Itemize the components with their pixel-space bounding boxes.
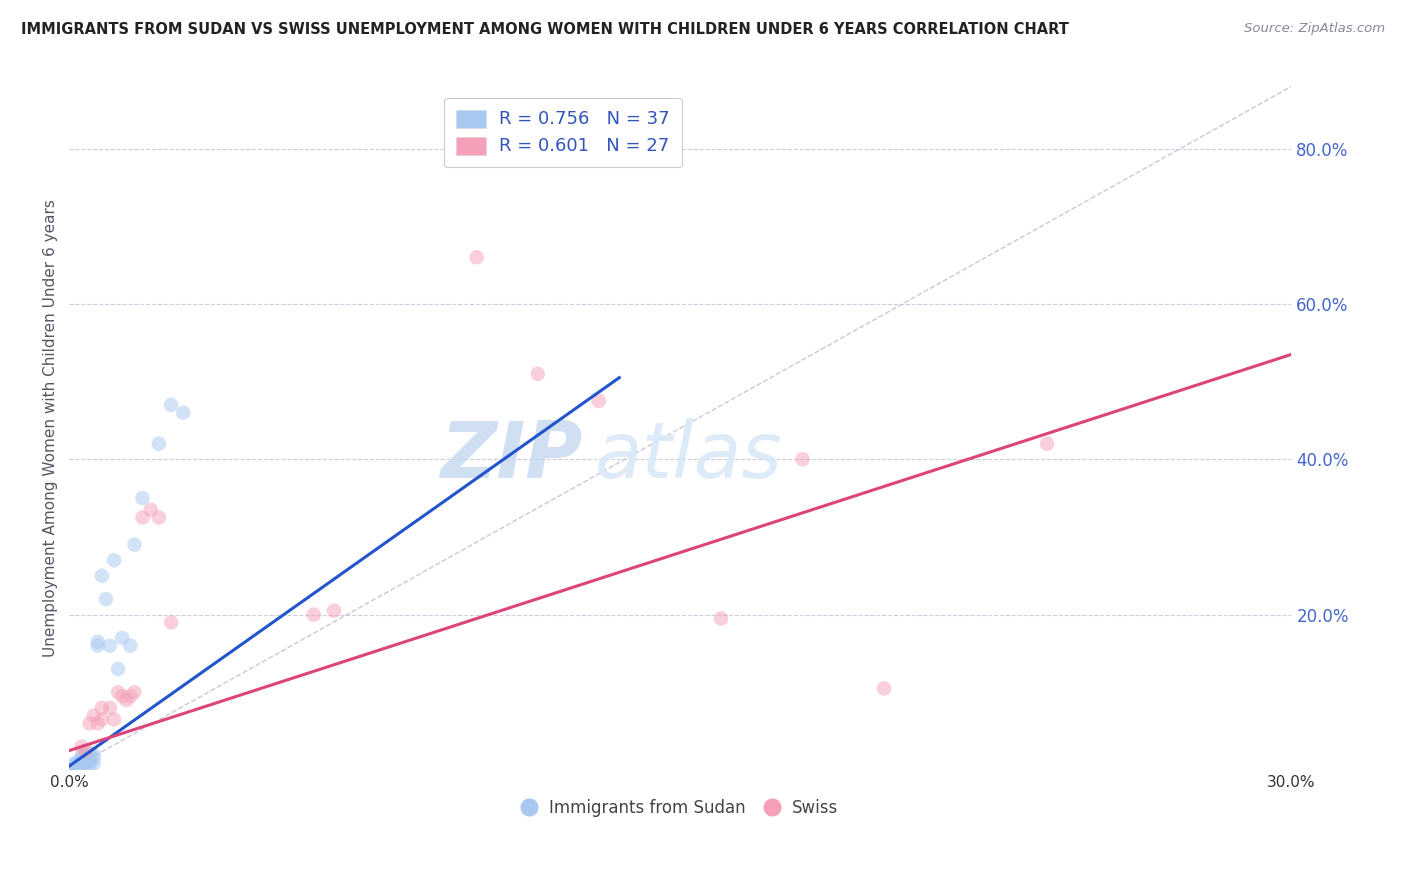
Point [873, 681, 896, 696]
Point [79, 754, 101, 768]
Point [103, 553, 125, 567]
Point [98, 639, 121, 653]
Legend: Immigrants from Sudan, Swiss: Immigrants from Sudan, Swiss [516, 792, 845, 823]
Point [302, 607, 325, 622]
Point [83, 751, 105, 765]
Point [120, 689, 142, 703]
Text: ZIP: ZIP [440, 417, 582, 493]
Point [75, 761, 97, 775]
Point [62, 756, 84, 771]
Point [75, 747, 97, 762]
Point [94, 592, 117, 607]
Point [62, 759, 84, 773]
Text: Source: ZipAtlas.com: Source: ZipAtlas.com [1244, 22, 1385, 36]
Point [103, 713, 125, 727]
Point [66, 758, 89, 772]
Point [148, 436, 170, 450]
Point [87, 635, 110, 649]
Point [66, 761, 89, 775]
Point [124, 538, 146, 552]
Point [131, 491, 153, 505]
Point [90, 568, 112, 582]
Point [75, 756, 97, 770]
Point [124, 685, 146, 699]
Point [107, 662, 129, 676]
Point [70, 756, 93, 771]
Point [323, 604, 346, 618]
Point [115, 693, 138, 707]
Point [160, 615, 183, 630]
Point [710, 611, 733, 625]
Point [1036, 436, 1059, 450]
Point [111, 631, 134, 645]
Point [66, 761, 89, 775]
Point [79, 751, 101, 765]
Point [75, 743, 97, 757]
Point [79, 759, 101, 773]
Point [87, 639, 110, 653]
Text: atlas: atlas [595, 417, 783, 493]
Y-axis label: Unemployment Among Women with Children Under 6 years: Unemployment Among Women with Children U… [44, 199, 58, 657]
Point [79, 716, 101, 731]
Point [83, 756, 105, 771]
Point [70, 759, 93, 773]
Point [98, 701, 121, 715]
Point [139, 502, 162, 516]
Text: IMMIGRANTS FROM SUDAN VS SWISS UNEMPLOYMENT AMONG WOMEN WITH CHILDREN UNDER 6 YE: IMMIGRANTS FROM SUDAN VS SWISS UNEMPLOYM… [21, 22, 1069, 37]
Point [79, 746, 101, 760]
Point [148, 510, 170, 524]
Point [90, 713, 112, 727]
Point [120, 639, 142, 653]
Point [70, 751, 93, 765]
Point [111, 689, 134, 703]
Point [87, 716, 110, 731]
Point [83, 708, 105, 723]
Point [62, 761, 84, 775]
Point [160, 398, 183, 412]
Point [131, 510, 153, 524]
Point [465, 250, 488, 264]
Point [66, 756, 89, 770]
Point [588, 394, 610, 409]
Point [107, 685, 129, 699]
Point [526, 367, 548, 381]
Point [83, 747, 105, 762]
Point [70, 739, 93, 754]
Point [792, 452, 814, 467]
Point [90, 701, 112, 715]
Point [172, 406, 194, 420]
Point [66, 762, 89, 776]
Point [70, 749, 93, 764]
Point [70, 754, 93, 768]
